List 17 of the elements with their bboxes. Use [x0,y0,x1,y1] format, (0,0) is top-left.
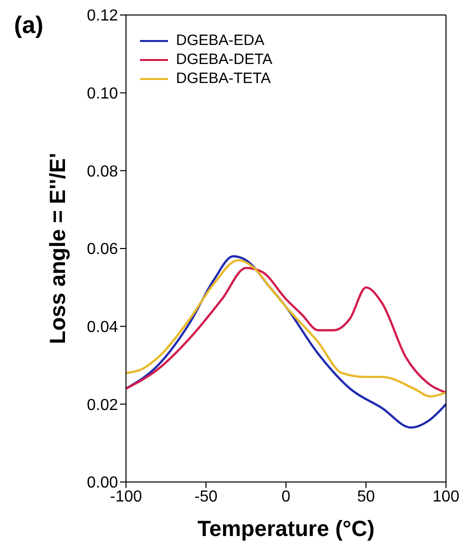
x-tick-label: 50 [357,488,375,506]
line-series [126,255,446,429]
y-tick-label: 0.10 [86,86,118,103]
x-axis-title: Temperature (°C) [197,516,375,541]
legend-label: DGEBA-EDA [176,32,264,49]
y-tick-label: 0.08 [86,163,118,180]
x-tick-label: -50 [194,488,218,506]
y-axis-title: Loss angle = E''/E' [44,152,70,344]
y-tick-label: 0.04 [86,319,118,336]
legend-label: DGEBA-DETA [176,51,272,68]
y-tick-label: 0.12 [86,8,118,25]
chart-title: (a) [14,12,44,40]
legend-label: DGEBA-TETA [176,70,271,87]
x-tick-label: 0 [282,488,291,506]
y-tick-label: 0.06 [86,241,118,258]
x-tick-label: 100 [432,488,460,506]
y-tick-label: 0.02 [86,396,118,414]
